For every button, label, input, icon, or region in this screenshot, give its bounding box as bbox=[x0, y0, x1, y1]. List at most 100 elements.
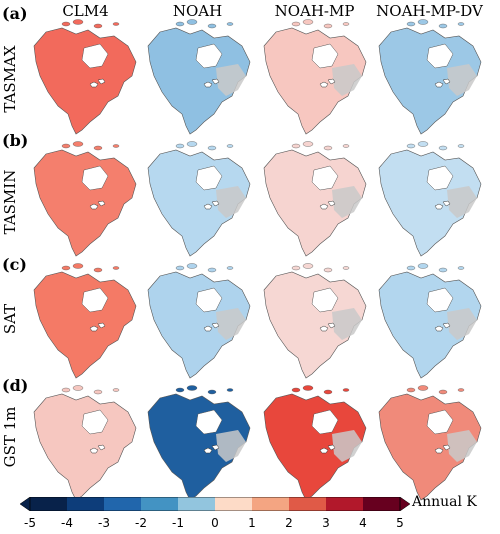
column-title-clm4: CLM4 bbox=[62, 2, 109, 20]
column-title-noah: NOAH bbox=[172, 2, 223, 20]
colorbar-segment bbox=[363, 497, 401, 511]
hudson-bay bbox=[81, 287, 109, 313]
arctic-island bbox=[61, 265, 71, 271]
no-data-region bbox=[216, 430, 246, 462]
arctic-island bbox=[417, 263, 429, 269]
land-area bbox=[33, 393, 137, 501]
land-area bbox=[378, 149, 482, 257]
arctic-island bbox=[417, 141, 429, 147]
arctic-island bbox=[61, 387, 71, 393]
arctic-island bbox=[186, 19, 198, 25]
map-panel-tasmax-noah-mp bbox=[263, 19, 367, 135]
land-area bbox=[33, 149, 137, 257]
no-data-region bbox=[332, 64, 362, 96]
colorbar-tick-label: -2 bbox=[135, 516, 147, 530]
arctic-island bbox=[93, 23, 103, 29]
great-lakes bbox=[434, 322, 451, 332]
map-panel-sat-clm4 bbox=[33, 263, 137, 379]
colorbar-tick-label: 1 bbox=[248, 516, 256, 530]
arctic-island bbox=[457, 144, 465, 148]
arctic-island bbox=[226, 388, 234, 392]
row-label-a: (a) bbox=[2, 4, 28, 23]
arctic-island bbox=[175, 387, 185, 393]
land-area bbox=[378, 27, 482, 135]
arctic-island bbox=[175, 21, 185, 27]
colorbar-segment bbox=[252, 497, 290, 511]
hudson-bay bbox=[426, 165, 454, 191]
row-name-tasmax: TASMAX bbox=[1, 45, 19, 113]
no-data-region bbox=[447, 430, 477, 462]
colorbar-segment bbox=[104, 497, 142, 511]
arctic-island bbox=[406, 21, 416, 27]
great-lakes bbox=[89, 322, 106, 332]
arctic-island bbox=[406, 143, 416, 149]
colorbar-segment bbox=[178, 497, 216, 511]
land-area bbox=[378, 393, 482, 501]
arctic-island bbox=[93, 267, 103, 273]
colorbar-tick-label: 4 bbox=[359, 516, 367, 530]
arctic-island bbox=[226, 144, 234, 148]
great-lakes bbox=[89, 200, 106, 210]
colorbar-outline bbox=[29, 497, 401, 511]
no-data-region bbox=[447, 308, 477, 340]
arctic-island bbox=[72, 19, 84, 25]
arctic-island bbox=[72, 141, 84, 147]
colorbar-segment bbox=[326, 497, 364, 511]
hudson-bay bbox=[195, 409, 223, 435]
arctic-island bbox=[175, 265, 185, 271]
hudson-bay bbox=[311, 165, 339, 191]
colorbar-segment bbox=[141, 497, 179, 511]
map-panel-sat-noah-mp bbox=[263, 263, 367, 379]
arctic-island bbox=[417, 385, 429, 391]
colorbar-tick-label: 2 bbox=[285, 516, 293, 530]
arctic-island bbox=[342, 22, 350, 26]
arctic-island bbox=[291, 265, 301, 271]
map-panel-tasmin-noah-mp bbox=[263, 141, 367, 257]
land-area bbox=[378, 271, 482, 379]
colorbar-segment bbox=[289, 497, 327, 511]
colorbar bbox=[20, 497, 410, 511]
land-area bbox=[147, 27, 251, 135]
map-panel-gst-1m-noah-mp bbox=[263, 385, 367, 501]
map-panel-gst-1m-noah bbox=[147, 385, 251, 501]
great-lakes bbox=[319, 322, 336, 332]
great-lakes bbox=[203, 200, 220, 210]
land-area bbox=[263, 271, 367, 379]
great-lakes bbox=[434, 78, 451, 88]
arctic-island bbox=[186, 141, 198, 147]
no-data-region bbox=[216, 186, 246, 218]
hudson-bay bbox=[311, 409, 339, 435]
arctic-island bbox=[291, 387, 301, 393]
hudson-bay bbox=[426, 409, 454, 435]
arctic-island bbox=[406, 265, 416, 271]
great-lakes bbox=[89, 444, 106, 454]
map-panel-sat-noah bbox=[147, 263, 251, 379]
column-title-noah-mp-dv: NOAH-MP-DV bbox=[376, 2, 483, 20]
colorbar-tick-label: -1 bbox=[172, 516, 184, 530]
colorbar-tick-label: -3 bbox=[98, 516, 110, 530]
arctic-island bbox=[112, 388, 120, 392]
arctic-island bbox=[438, 267, 448, 273]
hudson-bay bbox=[195, 43, 223, 69]
no-data-region bbox=[332, 430, 362, 462]
colorbar-tick-label: 0 bbox=[211, 516, 219, 530]
map-panel-tasmax-noah-mp-dv bbox=[378, 19, 482, 135]
arctic-island bbox=[302, 19, 314, 25]
arctic-island bbox=[438, 389, 448, 395]
hudson-bay bbox=[81, 43, 109, 69]
arctic-island bbox=[417, 19, 429, 25]
land-area bbox=[33, 271, 137, 379]
colorbar-segment bbox=[30, 497, 68, 511]
arctic-island bbox=[457, 266, 465, 270]
colorbar-label: Annual K bbox=[412, 494, 477, 510]
arctic-island bbox=[406, 387, 416, 393]
arctic-island bbox=[186, 263, 198, 269]
arctic-island bbox=[61, 143, 71, 149]
arctic-island bbox=[112, 266, 120, 270]
arctic-island bbox=[438, 145, 448, 151]
land-area bbox=[263, 393, 367, 501]
colorbar-segment bbox=[67, 497, 105, 511]
arctic-island bbox=[342, 388, 350, 392]
no-data-region bbox=[332, 186, 362, 218]
arctic-island bbox=[457, 388, 465, 392]
